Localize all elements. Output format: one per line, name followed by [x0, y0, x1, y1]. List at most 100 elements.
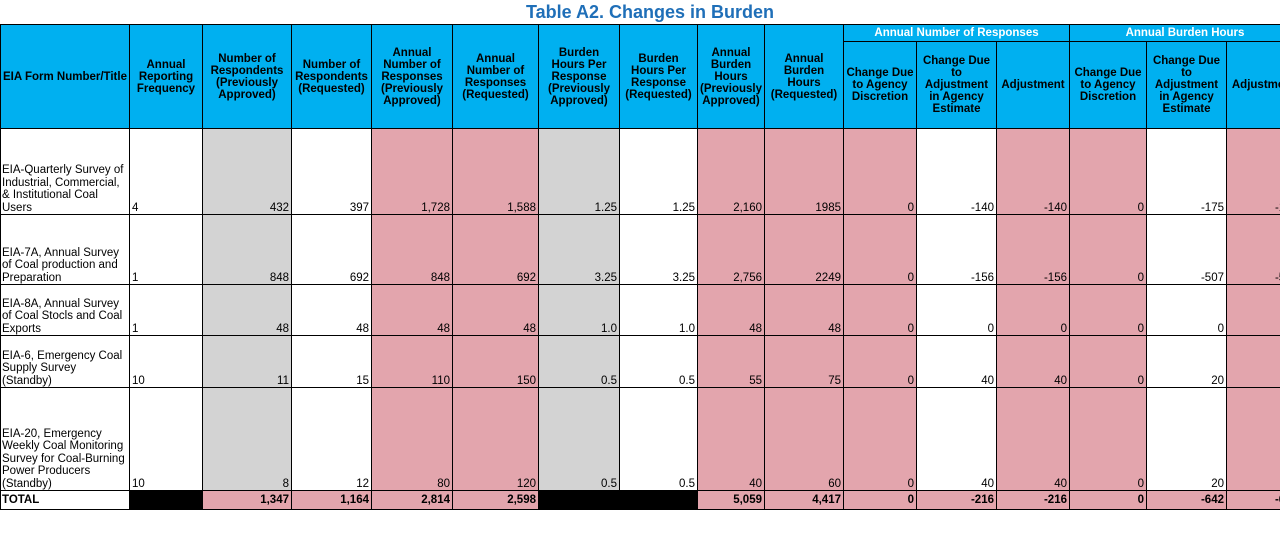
header-group-responses: Annual Number of Responses — [843, 24, 1070, 42]
table-cell: 2249 — [764, 214, 844, 285]
header-resp-disc: Change Due to Agency Discretion — [843, 41, 917, 129]
table-cell: 0 — [1069, 284, 1147, 336]
table-cell: 397 — [291, 128, 372, 215]
header-resp-req: Number of Respondents (Requested) — [291, 24, 372, 129]
table-cell: 0.5 — [538, 387, 620, 491]
form-title-cell: EIA-Quarterly Survey of Industrial, Comm… — [0, 128, 130, 215]
table-cell: 48 — [202, 284, 292, 336]
table-cell: 60 — [764, 387, 844, 491]
table-cell: 1.25 — [619, 128, 698, 215]
total-cell: 1,347 — [202, 490, 292, 510]
table-cell: 1.0 — [538, 284, 620, 336]
table-cell: 20 — [1226, 387, 1280, 491]
total-row: TOTAL 1,347 1,164 2,814 2,598 5,059 4,41… — [0, 490, 1280, 510]
total-cell: 1,164 — [291, 490, 372, 510]
header-annresp-req: Annual Number of Responses (Requested) — [452, 24, 539, 129]
table-cell: 0.5 — [538, 335, 620, 388]
table-cell: 0.5 — [619, 387, 698, 491]
table-cell: 40 — [916, 335, 997, 388]
burden-table: EIA Form Number/Title Annual Reporting F… — [0, 24, 1280, 510]
total-cell — [619, 490, 698, 510]
form-title-cell: EIA-8A, Annual Survey of Coal Stocls and… — [0, 284, 130, 336]
table-cell: 12 — [291, 387, 372, 491]
header-form: EIA Form Number/Title — [0, 24, 130, 129]
table-cell: 0 — [843, 335, 917, 388]
table-cell: -140 — [996, 128, 1070, 215]
table-cell: 0 — [1069, 128, 1147, 215]
total-cell: 0 — [843, 490, 917, 510]
table-cell: 3.25 — [619, 214, 698, 285]
table-cell: 11 — [202, 335, 292, 388]
form-title-cell: EIA-7A, Annual Survey of Coal production… — [0, 214, 130, 285]
table-cell: 0 — [843, 214, 917, 285]
table-cell: 0 — [843, 128, 917, 215]
table-cell: -156 — [996, 214, 1070, 285]
table-cell: 2,160 — [697, 128, 765, 215]
total-label: TOTAL — [0, 490, 130, 510]
table-cell: 4 — [129, 128, 203, 215]
table-row: EIA-8A, Annual Survey of Coal Stocls and… — [0, 284, 1280, 336]
table-cell: 10 — [129, 335, 203, 388]
table-cell: 40 — [996, 335, 1070, 388]
total-cell — [129, 490, 203, 510]
table-cell: 40 — [916, 387, 997, 491]
total-cell: -642 — [1146, 490, 1227, 510]
table-cell: 0 — [843, 284, 917, 336]
table-cell: 0 — [1069, 335, 1147, 388]
total-cell: 2,814 — [371, 490, 453, 510]
table-cell: 48 — [371, 284, 453, 336]
table-cell: 48 — [764, 284, 844, 336]
table-cell: 1,728 — [371, 128, 453, 215]
table-cell: 20 — [1146, 387, 1227, 491]
header-resp-adj-est: Change Due to Adjustment in Agency Estim… — [916, 41, 997, 129]
table-cell: 40 — [996, 387, 1070, 491]
table-cell: 1985 — [764, 128, 844, 215]
table-cell: 10 — [129, 387, 203, 491]
header-abh-req: Annual Burden Hours (Requested) — [764, 24, 844, 129]
table-row: EIA-7A, Annual Survey of Coal production… — [0, 214, 1280, 285]
table-cell: 0 — [996, 284, 1070, 336]
total-cell: -216 — [996, 490, 1070, 510]
table-cell: 0 — [1226, 284, 1280, 336]
table-cell: 848 — [202, 214, 292, 285]
header-hours-adj-est: Change Due to Adjustment in Agency Estim… — [1146, 41, 1227, 129]
table-cell: 120 — [452, 387, 539, 491]
table-cell: 150 — [452, 335, 539, 388]
total-cell: 2,598 — [452, 490, 539, 510]
table-cell: -175 — [1146, 128, 1227, 215]
table-cell: -156 — [916, 214, 997, 285]
table-title: Table A2. Changes in Burden — [525, 2, 775, 22]
table-row: EIA-6, Emergency Coal Supply Survey (Sta… — [0, 335, 1280, 388]
header-abh-prev: Annual Burden Hours (Previously Approved… — [697, 24, 765, 129]
table-cell: 0 — [916, 284, 997, 336]
table-cell: 20 — [1146, 335, 1227, 388]
table-cell: 2,756 — [697, 214, 765, 285]
table-cell: -507 — [1226, 214, 1280, 285]
total-cell: 4,417 — [764, 490, 844, 510]
table-cell: 48 — [697, 284, 765, 336]
table-cell: -507 — [1146, 214, 1227, 285]
table-cell: 0 — [1146, 284, 1227, 336]
table-cell: 432 — [202, 128, 292, 215]
table-row: EIA-20, Emergency Weekly Coal Monitoring… — [0, 387, 1280, 491]
table-cell: 48 — [452, 284, 539, 336]
table-cell: 0.5 — [619, 335, 698, 388]
table-cell: 1 — [129, 284, 203, 336]
header-bh-req: Burden Hours Per Response (Requested) — [619, 24, 698, 129]
table-cell: 848 — [371, 214, 453, 285]
form-title-cell: EIA-6, Emergency Coal Supply Survey (Sta… — [0, 335, 130, 388]
form-title-cell: EIA-20, Emergency Weekly Coal Monitoring… — [0, 387, 130, 491]
total-cell: -216 — [916, 490, 997, 510]
table-cell: 20 — [1226, 335, 1280, 388]
table-cell: 110 — [371, 335, 453, 388]
table-cell: 692 — [291, 214, 372, 285]
header-bh-prev: Burden Hours Per Response (Previously Ap… — [538, 24, 620, 129]
table-cell: 0 — [1069, 214, 1147, 285]
header-annresp-prev: Annual Number of Responses (Previously A… — [371, 24, 453, 129]
table-cell: 0 — [843, 387, 917, 491]
header-resp-adj: Adjustment — [996, 41, 1070, 129]
total-cell: -662 — [1226, 490, 1280, 510]
total-cell: 5,059 — [697, 490, 765, 510]
table-cell: 80 — [371, 387, 453, 491]
table-cell: 1.25 — [538, 128, 620, 215]
